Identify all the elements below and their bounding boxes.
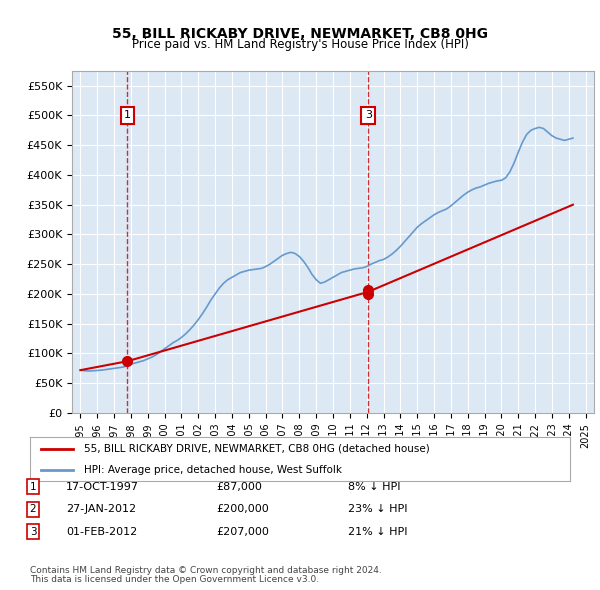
Text: This data is licensed under the Open Government Licence v3.0.: This data is licensed under the Open Gov… (30, 575, 319, 584)
Text: 17-OCT-1997: 17-OCT-1997 (66, 482, 139, 491)
Text: 01-FEB-2012: 01-FEB-2012 (66, 527, 137, 536)
Text: HPI: Average price, detached house, West Suffolk: HPI: Average price, detached house, West… (84, 465, 342, 475)
Text: 21% ↓ HPI: 21% ↓ HPI (348, 527, 407, 536)
Text: 3: 3 (365, 110, 371, 120)
Text: Price paid vs. HM Land Registry's House Price Index (HPI): Price paid vs. HM Land Registry's House … (131, 38, 469, 51)
Text: £207,000: £207,000 (216, 527, 269, 536)
Text: £87,000: £87,000 (216, 482, 262, 491)
Text: 27-JAN-2012: 27-JAN-2012 (66, 504, 136, 514)
Text: 23% ↓ HPI: 23% ↓ HPI (348, 504, 407, 514)
Text: £200,000: £200,000 (216, 504, 269, 514)
Text: Contains HM Land Registry data © Crown copyright and database right 2024.: Contains HM Land Registry data © Crown c… (30, 566, 382, 575)
Text: 8% ↓ HPI: 8% ↓ HPI (348, 482, 401, 491)
Text: 2: 2 (29, 504, 37, 514)
Text: 55, BILL RICKABY DRIVE, NEWMARKET, CB8 0HG: 55, BILL RICKABY DRIVE, NEWMARKET, CB8 0… (112, 27, 488, 41)
Text: 1: 1 (124, 110, 131, 120)
Text: 55, BILL RICKABY DRIVE, NEWMARKET, CB8 0HG (detached house): 55, BILL RICKABY DRIVE, NEWMARKET, CB8 0… (84, 444, 430, 454)
Text: 1: 1 (29, 482, 37, 491)
Text: 3: 3 (29, 527, 37, 536)
